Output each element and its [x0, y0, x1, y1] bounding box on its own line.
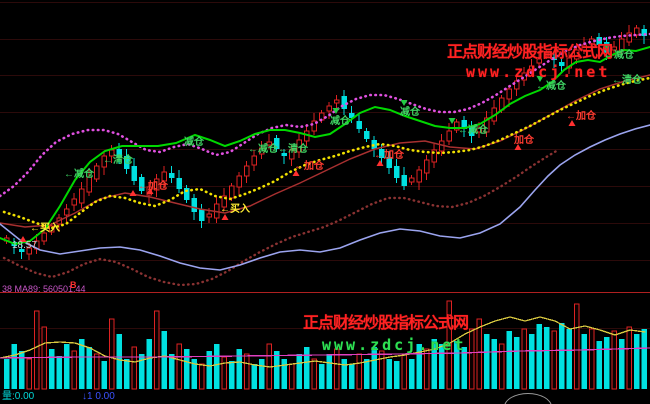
gridlines	[0, 2, 650, 329]
buy-point-marker-b: B	[70, 280, 77, 290]
signal-label-sell: ←减仓	[64, 169, 94, 180]
indicator-lines	[0, 32, 650, 287]
volume-series	[0, 300, 650, 390]
signal-label-add: ←加仓	[138, 181, 168, 192]
sell-arrow-icon	[448, 118, 456, 124]
buy-arrow-icon	[129, 190, 137, 196]
signal-label-sell: ←减仓	[604, 50, 634, 61]
signal-label-sell: ←减仓	[536, 81, 566, 92]
sell-arrow-icon	[536, 76, 544, 82]
watermark-volume-title: 正点财经炒股指标公式网	[303, 315, 469, 332]
signal-label-price: 18.57	[12, 240, 38, 251]
watermark-top-title: 正点财经炒股指标公式网	[447, 44, 613, 61]
signal-label-sell: 减仓	[330, 116, 350, 127]
signal-label-sell: ←清仓	[612, 75, 642, 86]
signal-label-sell: 减仓	[400, 107, 420, 118]
volume-readout: 量:0.00	[2, 391, 35, 402]
sell-arrow-icon	[400, 100, 408, 106]
buy-arrow-icon	[376, 160, 384, 166]
buy-arrow-icon	[568, 120, 576, 126]
watermark-top-url: www.zdcj.net	[466, 63, 611, 81]
signal-label-sell: ←减仓	[458, 125, 488, 136]
buy-arrow-icon	[514, 144, 522, 150]
signal-markers	[19, 44, 610, 242]
signal-label-buy: ←买入	[30, 223, 60, 234]
signal-label-add: ←加仓	[374, 150, 404, 161]
sell-arrow-icon	[602, 44, 610, 50]
watermark-volume-url: www.zdcj.net	[322, 336, 467, 354]
signal-label-add: ←加仓	[294, 161, 324, 172]
signal-label-sell: ←清仓	[103, 155, 133, 166]
buy-arrow-icon	[221, 214, 229, 220]
sell-arrow-icon	[332, 108, 340, 114]
signal-label-sell: 减仓	[184, 137, 204, 148]
buy-arrow-icon	[292, 170, 300, 176]
signal-label-sell: ←减仓	[248, 144, 278, 155]
signal-label-add: ←加仓	[566, 111, 596, 122]
signal-label-add: 加仓	[514, 135, 534, 146]
buy-arrow-icon	[19, 236, 27, 242]
signal-label-sell: ←清仓	[278, 144, 308, 155]
buy-arrow-icon	[146, 188, 154, 194]
volume-indicator-label: 38 MA89: 560501.44	[2, 284, 86, 294]
amount-readout: ↓1 0.00	[82, 391, 115, 402]
status-bar: 量:0.00 ↓1 0.00	[0, 391, 650, 404]
signal-label-buy: ←买入	[220, 204, 250, 215]
